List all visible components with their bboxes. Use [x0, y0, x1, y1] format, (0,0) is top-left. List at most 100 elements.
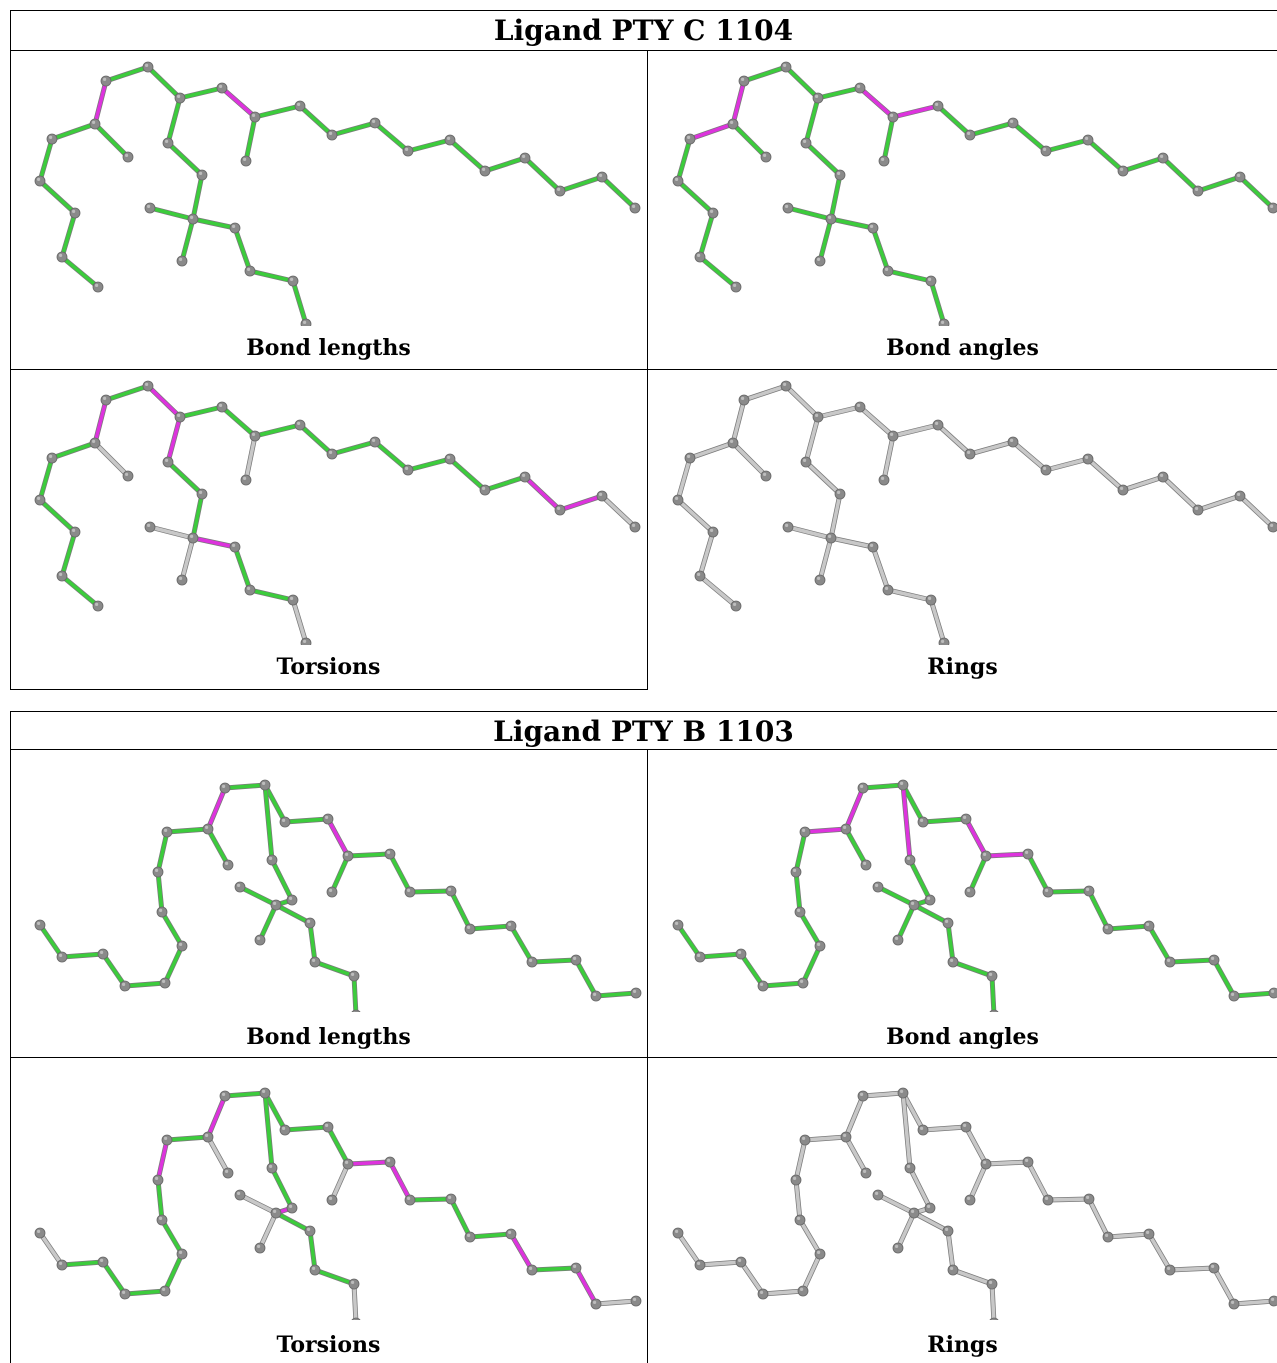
atom-highlight [1043, 466, 1047, 470]
atom [270, 1207, 282, 1219]
atom-highlight [817, 576, 821, 580]
bond [829, 536, 875, 549]
atom [294, 100, 306, 112]
bond [313, 1268, 356, 1286]
atom [630, 987, 642, 999]
bond [794, 1138, 807, 1182]
atom-highlight [860, 1092, 864, 1096]
bond [373, 440, 410, 472]
bond [946, 921, 955, 964]
atom [445, 1193, 457, 1205]
atom-highlight [508, 922, 512, 926]
atom-highlight [857, 84, 861, 88]
bond [93, 122, 130, 159]
atom [342, 850, 354, 862]
atom [924, 894, 936, 906]
atom-highlight [675, 1229, 679, 1233]
atom-highlight [122, 982, 126, 986]
atom-highlight [950, 1266, 954, 1270]
atom [294, 419, 306, 431]
atom [249, 430, 261, 442]
atom-highlight [482, 486, 486, 490]
atom [570, 954, 582, 966]
bond [248, 588, 295, 602]
atom [707, 207, 719, 219]
atom [590, 990, 602, 1002]
panel-caption: Bond angles [886, 1024, 1039, 1050]
atom [980, 850, 992, 862]
atom [216, 401, 228, 413]
atom [34, 1227, 46, 1239]
atom [892, 1242, 904, 1254]
atom [69, 526, 81, 538]
atom-highlight [290, 596, 294, 600]
atom [1164, 1264, 1176, 1276]
bond [1196, 494, 1242, 512]
atom [254, 934, 266, 946]
atom-highlight [159, 908, 163, 912]
bond [951, 960, 994, 978]
bond [178, 86, 224, 100]
atom [34, 175, 46, 187]
bond [180, 217, 195, 263]
atom-highlight [863, 1169, 867, 1173]
atom-highlight [760, 982, 764, 986]
bond [191, 492, 204, 540]
atom-highlight [885, 267, 889, 271]
bond [990, 974, 996, 1012]
atom-highlight [1271, 989, 1275, 993]
atom [738, 75, 750, 87]
atom-highlight [405, 147, 409, 151]
atom [89, 437, 101, 449]
bond [165, 827, 210, 834]
atom-highlight [963, 815, 967, 819]
bond [731, 398, 746, 445]
atom-highlight [870, 543, 874, 547]
bond [946, 1229, 955, 1272]
bond [876, 1193, 916, 1215]
atom-highlight [911, 901, 915, 905]
atom [270, 899, 282, 911]
bond [594, 1299, 638, 1306]
atom [97, 1256, 109, 1268]
atom-highlight [103, 396, 107, 400]
bond [166, 415, 182, 464]
atom [174, 92, 186, 104]
atom-highlight [785, 523, 789, 527]
atom [904, 1162, 916, 1174]
atom-highlight [1010, 438, 1014, 442]
atom-highlight [730, 120, 734, 124]
atom-highlight [875, 1191, 879, 1195]
atom [162, 137, 174, 149]
atom [92, 600, 104, 612]
bond [291, 598, 308, 645]
atom-highlight [802, 828, 806, 832]
ligand-block-b1103: Ligand PTY B 1103 Bond lengths Bond angl… [10, 711, 1277, 1363]
atom [464, 1231, 476, 1243]
bond [104, 65, 150, 83]
atom-highlight [817, 257, 821, 261]
atom-highlight [760, 1290, 764, 1294]
atom [1157, 471, 1169, 483]
atom [46, 133, 58, 145]
atom-highlight [351, 1280, 355, 1284]
atom [142, 380, 154, 392]
atom [287, 594, 299, 606]
atom-highlight [945, 919, 949, 923]
atom [964, 448, 976, 460]
atom [925, 275, 937, 287]
bond [449, 889, 472, 931]
atom [797, 977, 809, 989]
atom-highlight [329, 888, 333, 892]
atom-highlight [1010, 119, 1014, 123]
atom-highlight [243, 157, 247, 161]
bond [408, 889, 453, 894]
atom [1022, 1156, 1034, 1168]
bond [829, 217, 875, 230]
atom-highlight [1105, 925, 1109, 929]
atom-highlight [593, 1300, 597, 1304]
atom-highlight [733, 602, 737, 606]
atom-highlight [890, 432, 894, 436]
molecule-diagram [672, 779, 1277, 1012]
atom-highlight [1146, 1230, 1150, 1234]
